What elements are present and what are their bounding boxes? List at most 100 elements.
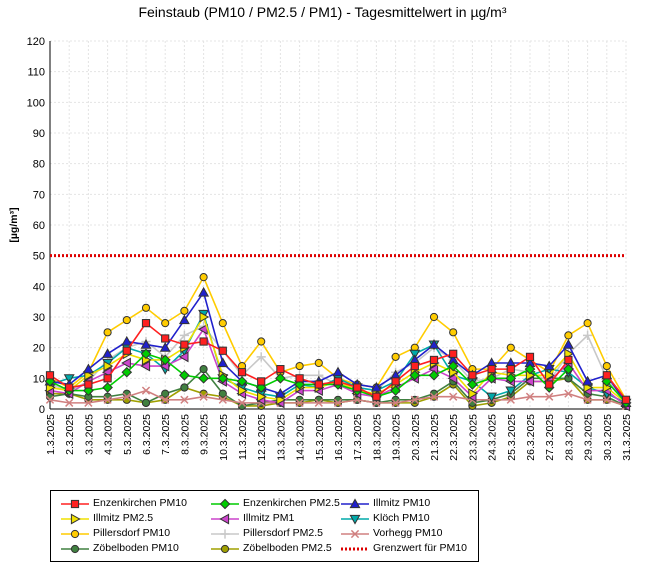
data-point xyxy=(486,373,497,384)
legend-label: Vorhegg PM10 xyxy=(373,527,443,539)
data-point xyxy=(122,346,131,355)
data-point xyxy=(428,369,440,381)
legend-swatch xyxy=(61,529,89,539)
y-tick-label: 30 xyxy=(33,312,45,324)
y-tick-label: 120 xyxy=(27,36,45,48)
y-tick-label: 90 xyxy=(33,128,45,140)
data-point xyxy=(140,360,151,372)
data-point xyxy=(449,328,458,337)
data-point xyxy=(410,361,419,371)
data-point xyxy=(141,303,151,312)
legend-marker xyxy=(70,513,81,525)
data-point xyxy=(545,380,554,389)
data-point xyxy=(121,366,133,378)
y-tick-label: 80 xyxy=(33,159,45,171)
x-tick-label: 28.3.2025 xyxy=(563,414,575,461)
legend-swatch xyxy=(61,513,89,525)
y-tick-label: 100 xyxy=(27,97,45,109)
legend-label: Grenzwert für PM10 xyxy=(373,542,467,554)
data-point xyxy=(468,388,479,400)
data-point xyxy=(449,349,458,358)
x-tick-label: 30.3.2025 xyxy=(602,414,614,461)
data-point xyxy=(467,379,478,390)
data-point xyxy=(199,365,208,374)
data-point xyxy=(524,363,536,375)
data-point xyxy=(102,348,114,358)
data-point xyxy=(161,389,170,398)
data-point xyxy=(103,328,112,337)
y-tick-label: 10 xyxy=(33,373,45,385)
legend-label: Pillersdorf PM2.5 xyxy=(243,527,323,539)
data-point xyxy=(583,395,592,404)
data-point xyxy=(333,398,343,407)
legend-swatch xyxy=(341,498,369,509)
x-tick-label: 4.3.2025 xyxy=(103,414,115,455)
data-point xyxy=(545,369,555,381)
data-point xyxy=(525,392,535,401)
data-point xyxy=(44,376,56,387)
data-point xyxy=(121,357,131,369)
legend-label: Illmitz PM10 xyxy=(373,497,431,509)
x-tick-label: 29.3.2025 xyxy=(583,414,595,461)
y-tick-label: 50 xyxy=(33,251,45,263)
data-point xyxy=(505,373,517,384)
legend-marker xyxy=(349,514,361,525)
data-point xyxy=(237,368,247,377)
x-tick-label: 25.3.2025 xyxy=(506,414,518,461)
legend-swatch xyxy=(211,498,239,510)
legend-label: Enzenkirchen PM2.5 xyxy=(243,497,340,509)
data-point xyxy=(237,385,248,397)
data-point xyxy=(563,363,574,375)
chart-plot: 0 10 20 30 40 50 60 70 80 90 100 110 120 1.3.2025 2.3.… xyxy=(8,36,633,461)
data-point xyxy=(218,395,227,404)
data-point xyxy=(218,346,227,355)
x-tick-label: 21.3.2025 xyxy=(429,414,441,461)
legend-marker xyxy=(220,529,230,539)
legend-swatch xyxy=(341,529,369,539)
data-point xyxy=(141,386,151,395)
data-point xyxy=(199,273,208,282)
legend-label: Enzenkirchen PM10 xyxy=(93,497,187,509)
data-point xyxy=(141,398,151,407)
data-point xyxy=(276,365,285,374)
data-point xyxy=(217,373,229,384)
data-point xyxy=(257,377,266,386)
x-tick-label: 3.3.2025 xyxy=(83,414,95,455)
data-point xyxy=(199,392,208,401)
data-point xyxy=(409,369,421,381)
y-tick-label: 70 xyxy=(33,189,45,201)
data-point xyxy=(180,340,189,349)
data-point xyxy=(161,334,170,343)
data-point xyxy=(178,351,189,363)
data-point xyxy=(314,358,323,368)
x-tick-label: 31.3.2025 xyxy=(621,414,633,461)
legend-label: Illmitz PM1 xyxy=(243,512,295,524)
data-point xyxy=(122,392,131,401)
data-point xyxy=(295,361,304,371)
data-point xyxy=(103,395,112,404)
y-tick-label: 40 xyxy=(33,281,45,293)
data-point xyxy=(84,398,93,407)
data-point xyxy=(314,398,323,407)
data-point xyxy=(199,337,208,346)
data-point xyxy=(390,385,401,396)
data-point xyxy=(505,386,517,397)
x-tick-label: 10.3.2025 xyxy=(218,414,230,461)
y-tick-label: 0 xyxy=(39,404,45,416)
data-point xyxy=(372,392,381,401)
data-point xyxy=(370,381,382,392)
x-tick-label: 22.3.2025 xyxy=(448,414,460,461)
legend-swatch xyxy=(341,547,369,551)
data-point xyxy=(449,392,458,401)
data-point xyxy=(468,371,477,380)
x-tick-label: 16.3.2025 xyxy=(333,414,345,461)
data-point xyxy=(159,354,171,366)
data-point xyxy=(295,374,304,383)
series-line xyxy=(49,352,569,398)
legend-marker xyxy=(350,529,360,539)
data-point xyxy=(63,374,75,384)
data-point xyxy=(602,371,611,380)
data-point xyxy=(543,360,555,371)
data-point xyxy=(602,395,611,404)
data-point xyxy=(198,373,209,384)
